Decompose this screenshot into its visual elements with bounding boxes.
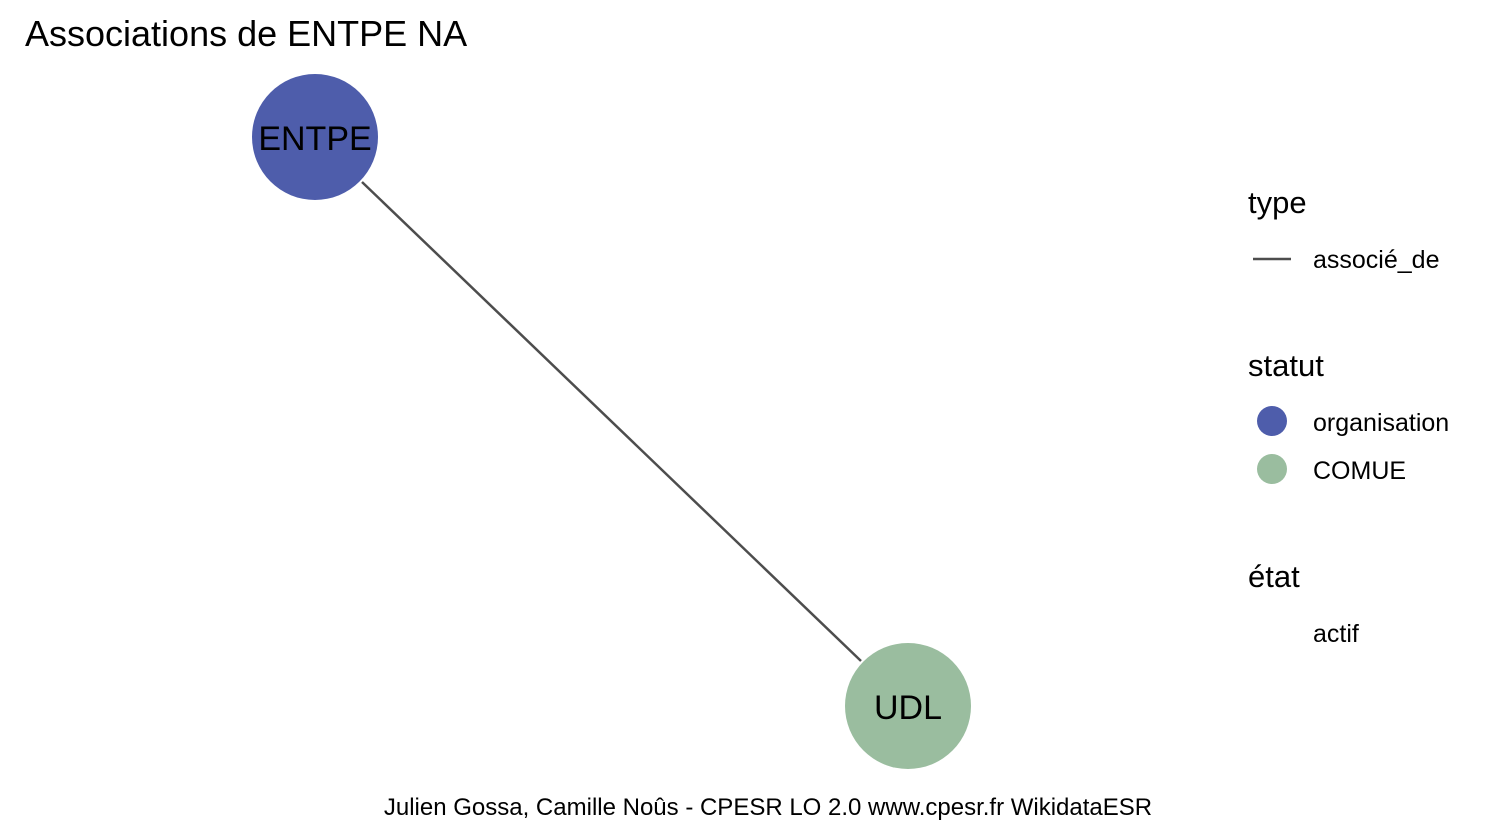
node-entpe-circle <box>252 74 378 200</box>
legend-type: type associé_de <box>1248 185 1439 274</box>
node-entpe: ENTPE <box>252 74 378 200</box>
diagram-title: Associations de ENTPE NA <box>25 13 467 54</box>
legend-etat-title: état <box>1248 559 1300 594</box>
legend-etat-item-actif: actif <box>1313 620 1359 648</box>
node-entpe-label: ENTPE <box>258 120 371 158</box>
legend-statut-item-organisation: organisation <box>1313 409 1449 437</box>
legend-statut-comue-key <box>1257 454 1287 484</box>
legend-type-item-associe-de: associé_de <box>1313 246 1439 274</box>
node-udl-circle <box>845 643 971 769</box>
legend-statut-item-comue: COMUE <box>1313 457 1406 485</box>
legend-statut-organisation-key <box>1257 406 1287 436</box>
caption: Julien Gossa, Camille Noûs - CPESR LO 2.… <box>384 794 1152 821</box>
node-udl-label: UDL <box>874 689 942 727</box>
edge-entpe-udl <box>361 181 862 662</box>
legend-etat: état actif <box>1248 559 1359 648</box>
legend-statut-title: statut <box>1248 348 1324 383</box>
legend-type-title: type <box>1248 185 1307 220</box>
legend-statut: statut organisation COMUE <box>1248 348 1449 485</box>
node-udl: UDL <box>845 643 971 769</box>
